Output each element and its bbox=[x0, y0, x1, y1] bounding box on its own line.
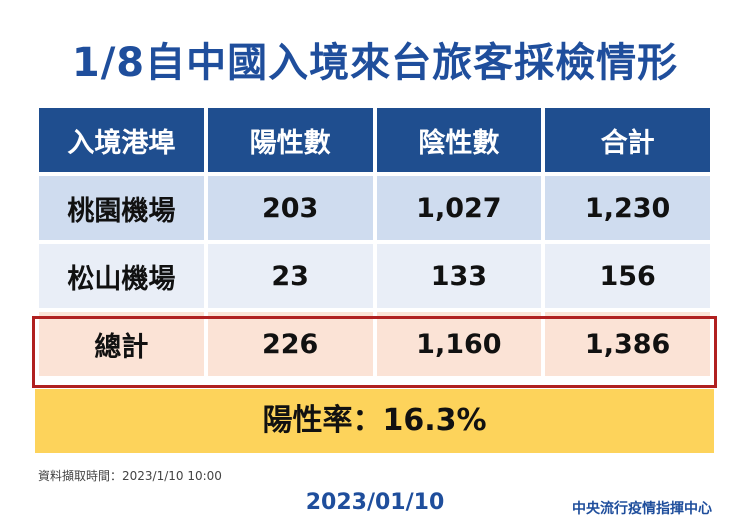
positive-rate-banner: 陽性率：16.3% bbox=[35, 389, 714, 453]
table-row: 桃園機場 203 1,027 1,230 bbox=[39, 176, 710, 240]
cell-port: 松山機場 bbox=[39, 244, 204, 308]
cell-total: 1,386 bbox=[545, 312, 710, 376]
cell-negative: 1,160 bbox=[376, 312, 542, 376]
screening-table: 入境港埠 陽性數 陰性數 合計 桃園機場 203 1,027 1,230 松山機… bbox=[35, 104, 714, 380]
table-row-total: 總計 226 1,160 1,386 bbox=[39, 312, 710, 376]
header-port: 入境港埠 bbox=[39, 108, 204, 172]
cell-positive: 203 bbox=[207, 176, 373, 240]
cell-port: 桃園機場 bbox=[39, 176, 204, 240]
cell-port: 總計 bbox=[39, 312, 204, 376]
page-title: 1/8自中國入境來台旅客採檢情形 bbox=[71, 40, 679, 86]
table-row: 松山機場 23 133 156 bbox=[39, 244, 710, 308]
header-total: 合計 bbox=[545, 108, 710, 172]
cell-total: 1,230 bbox=[545, 176, 710, 240]
header-negative: 陰性數 bbox=[376, 108, 542, 172]
header-positive: 陽性數 bbox=[207, 108, 373, 172]
organization-name: 中央流行疫情指揮中心 bbox=[572, 501, 712, 517]
cell-positive: 23 bbox=[207, 244, 373, 308]
cell-negative: 133 bbox=[376, 244, 542, 308]
cell-positive: 226 bbox=[207, 312, 373, 376]
cell-total: 156 bbox=[545, 244, 710, 308]
table-header-row: 入境港埠 陽性數 陰性數 合計 bbox=[39, 108, 710, 172]
publish-date: 2023/01/10 bbox=[305, 490, 445, 515]
source-note: 資料擷取時間：2023/1/10 10:00 bbox=[38, 469, 222, 483]
cell-negative: 1,027 bbox=[376, 176, 542, 240]
